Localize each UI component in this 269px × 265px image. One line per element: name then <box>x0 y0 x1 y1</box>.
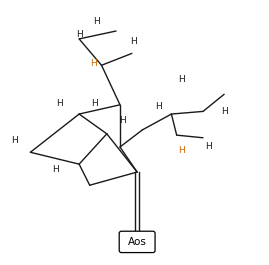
Text: H: H <box>56 99 63 108</box>
Text: H: H <box>130 37 137 46</box>
FancyBboxPatch shape <box>119 231 155 253</box>
Text: H: H <box>11 136 18 145</box>
Text: H: H <box>52 165 59 174</box>
Text: H: H <box>205 143 212 152</box>
Text: H: H <box>119 116 126 125</box>
Text: H: H <box>76 30 83 39</box>
Text: Aos: Aos <box>128 237 147 247</box>
Text: H: H <box>90 59 97 68</box>
Text: H: H <box>179 75 185 84</box>
Text: H: H <box>221 107 228 116</box>
Text: H: H <box>91 99 98 108</box>
Text: H: H <box>179 147 185 156</box>
Text: H: H <box>155 102 162 111</box>
Text: H: H <box>93 17 100 26</box>
